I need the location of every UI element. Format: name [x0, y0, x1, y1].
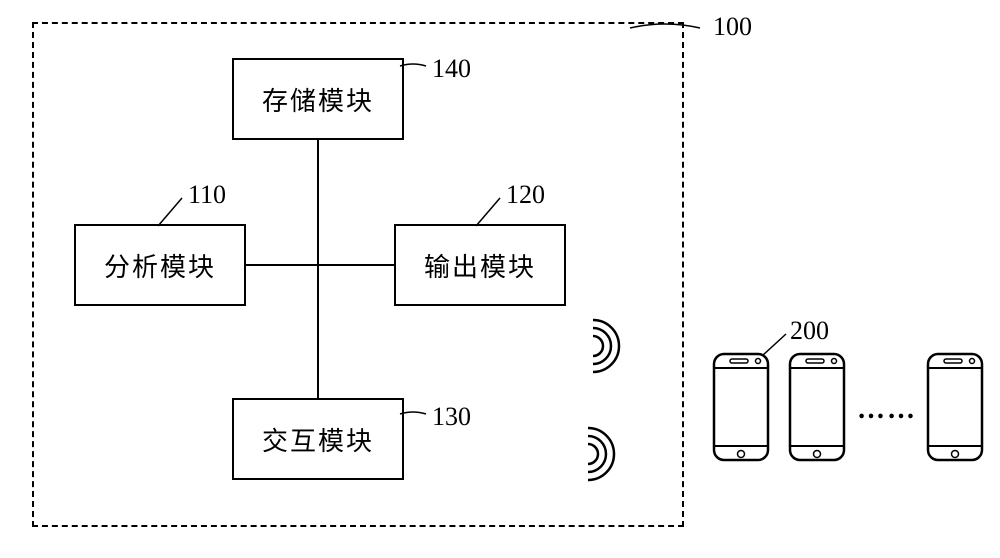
diagram-canvas: 100存储模块140分析模块110输出模块120交互模块130……200 — [0, 0, 1000, 558]
